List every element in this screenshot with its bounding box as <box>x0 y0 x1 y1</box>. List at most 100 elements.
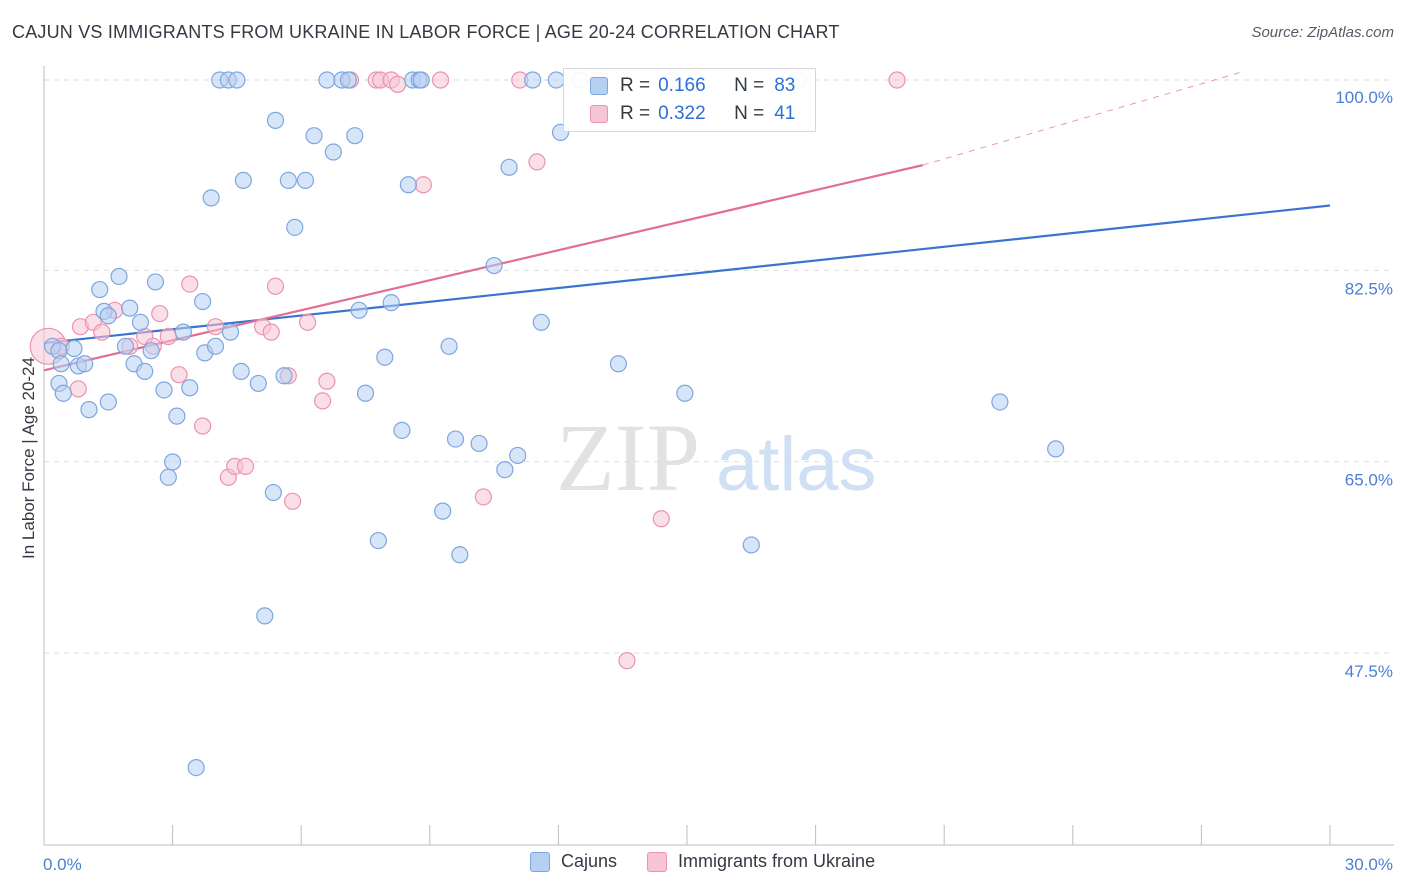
point-cajuns <box>164 453 182 471</box>
point-cajuns <box>524 71 542 89</box>
point-cajuns <box>221 323 240 341</box>
point-cajuns <box>228 71 246 89</box>
point-cajuns <box>142 342 160 360</box>
point-cajuns <box>202 189 220 207</box>
legend-n-value: 41 <box>774 103 796 124</box>
chart-title: CAJUN VS IMMIGRANTS FROM UKRAINE IN LABO… <box>12 22 840 42</box>
legend-swatch-pink <box>590 105 608 123</box>
point-cajuns <box>470 434 488 453</box>
y-tick-label: 82.5% <box>1345 279 1393 298</box>
point-immigrants <box>170 366 188 384</box>
bottom-legend: Cajuns Immigrants from Ukraine <box>530 851 905 872</box>
point-cajuns <box>80 401 98 419</box>
point-cajuns <box>412 71 430 89</box>
watermark-zip: ZIP <box>556 404 700 511</box>
point-cajuns <box>547 71 565 89</box>
point-cajuns <box>99 307 117 325</box>
point-cajuns <box>346 127 364 145</box>
point-cajuns <box>275 367 293 385</box>
point-cajuns <box>296 171 315 190</box>
point-cajuns <box>451 546 469 564</box>
point-cajuns <box>399 176 417 194</box>
point-cajuns <box>509 446 527 465</box>
point-cajuns <box>339 71 357 89</box>
point-cajuns <box>187 758 205 777</box>
point-cajuns <box>116 337 135 355</box>
x-tick-label-min: 0.0% <box>43 855 82 874</box>
legend-n-label: N = <box>734 75 765 96</box>
point-cajuns <box>356 384 375 402</box>
point-cajuns <box>110 267 128 286</box>
legend-r-label: R = <box>620 103 651 124</box>
point-cajuns <box>532 313 550 331</box>
axes <box>43 66 1394 846</box>
point-immigrants <box>262 323 280 341</box>
point-immigrants <box>159 327 177 346</box>
point-cajuns <box>249 374 267 393</box>
point-immigrants <box>414 176 432 194</box>
point-cajuns <box>136 362 154 381</box>
point-cajuns <box>376 348 394 366</box>
trendline-cajuns <box>43 204 1331 345</box>
y-axis-label: In Labor Force | Age 20-24 <box>19 357 38 559</box>
point-immigrants <box>206 318 225 336</box>
point-cajuns <box>1047 440 1065 458</box>
point-cajuns <box>234 171 252 190</box>
legend-row-cajuns: R = 0.166 N = 83 <box>564 73 795 99</box>
bottom-legend-label: Immigrants from Ukraine <box>678 851 876 871</box>
point-cajuns <box>676 384 694 402</box>
point-cajuns <box>742 536 760 554</box>
point-cajuns <box>52 355 70 373</box>
point-immigrants <box>299 313 317 331</box>
point-immigrants <box>194 417 212 435</box>
point-immigrants <box>236 457 255 475</box>
point-cajuns <box>264 483 282 502</box>
series-cajuns-points <box>43 71 1065 777</box>
y-tick-label: 47.5% <box>1345 662 1393 681</box>
point-cajuns <box>256 607 274 625</box>
point-immigrants <box>314 392 332 410</box>
point-immigrants <box>389 75 407 93</box>
x-tick-label-max: 30.0% <box>1345 855 1393 874</box>
point-cajuns <box>434 502 452 520</box>
point-cajuns <box>369 531 387 550</box>
bottom-legend-swatch-blue <box>530 851 550 872</box>
point-cajuns <box>65 339 83 358</box>
point-immigrants <box>69 380 87 398</box>
point-immigrants <box>151 304 169 323</box>
point-cajuns <box>91 280 109 299</box>
point-cajuns <box>609 355 628 373</box>
point-cajuns <box>181 379 199 397</box>
point-cajuns <box>446 430 465 448</box>
series-immigrants-points <box>29 71 906 670</box>
legend-r-value: 0.166 <box>658 75 706 96</box>
point-cajuns <box>382 294 400 312</box>
bottom-legend-immigrants: Immigrants from Ukraine <box>647 851 875 872</box>
point-cajuns <box>350 301 368 319</box>
point-cajuns <box>440 337 458 355</box>
source-label: Source: ZipAtlas.com <box>1251 24 1394 41</box>
point-cajuns <box>194 292 212 311</box>
point-cajuns <box>206 337 225 355</box>
point-immigrants <box>618 652 636 670</box>
point-cajuns <box>54 384 72 402</box>
point-immigrants <box>652 510 670 528</box>
point-cajuns <box>324 143 342 161</box>
point-cajuns <box>174 323 192 341</box>
point-cajuns <box>131 313 150 331</box>
point-immigrants <box>266 277 285 295</box>
y-tick-label: 100.0% <box>1335 88 1393 107</box>
point-immigrants <box>528 153 546 171</box>
point-cajuns <box>76 355 94 373</box>
point-cajuns <box>159 468 177 486</box>
y-tick-labels: 47.5% 65.0% 82.5% 100.0% <box>1335 88 1393 681</box>
point-cajuns <box>496 461 514 479</box>
legend-swatch-blue <box>590 77 608 95</box>
point-immigrants <box>431 71 450 89</box>
legend-r-value: 0.322 <box>658 103 706 124</box>
point-cajuns <box>485 256 503 275</box>
point-immigrants <box>318 372 336 390</box>
point-immigrants <box>93 323 111 341</box>
legend-row-immigrants: R = 0.322 N = 41 <box>564 101 795 127</box>
